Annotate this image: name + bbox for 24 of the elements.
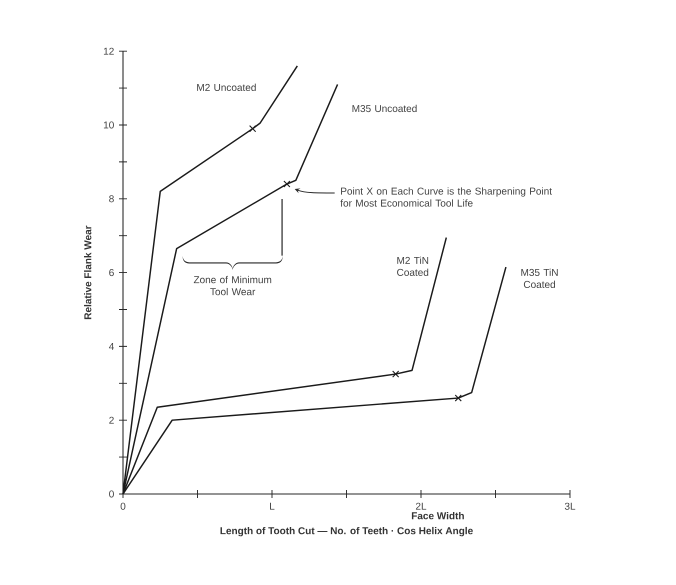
y-tick-label: 10	[104, 121, 114, 129]
y-tick-label: 6	[109, 269, 114, 276]
annotation: Zone of Minimum Tool Wear	[194, 276, 272, 296]
point	[454, 394, 462, 402]
point	[249, 125, 256, 132]
y-tick-label: 2	[109, 416, 114, 424]
point	[392, 370, 400, 378]
y-tick-label: 4	[108, 342, 114, 350]
annotation: Point X on Each Curve is the Sharpening Point for Most Economical Tool Life	[340, 187, 552, 207]
y-tick-label: 0	[109, 490, 114, 498]
x-tick-label: 2L	[416, 502, 426, 510]
x-tick-label: 0	[120, 502, 126, 510]
text: M35 Uncoated	[352, 104, 417, 112]
y-tick-label: 8	[109, 195, 114, 202]
y-axis-title: Relative Flank Wear	[84, 226, 92, 320]
point	[283, 180, 290, 188]
series-label: M2 TiN Coated	[397, 256, 428, 276]
x-tick-label: L	[270, 502, 274, 510]
x-axis-title: Length of Tooth Cut — No. of Teeth · Cos Helix Angle	[220, 526, 473, 536]
series-label: M35 TiN Coated	[521, 268, 558, 288]
text: M2 Uncoated	[197, 84, 256, 92]
text: Face Width	[412, 512, 464, 520]
y-tick-label: 12	[104, 48, 114, 55]
x-tick-label: 3L	[564, 502, 576, 510]
